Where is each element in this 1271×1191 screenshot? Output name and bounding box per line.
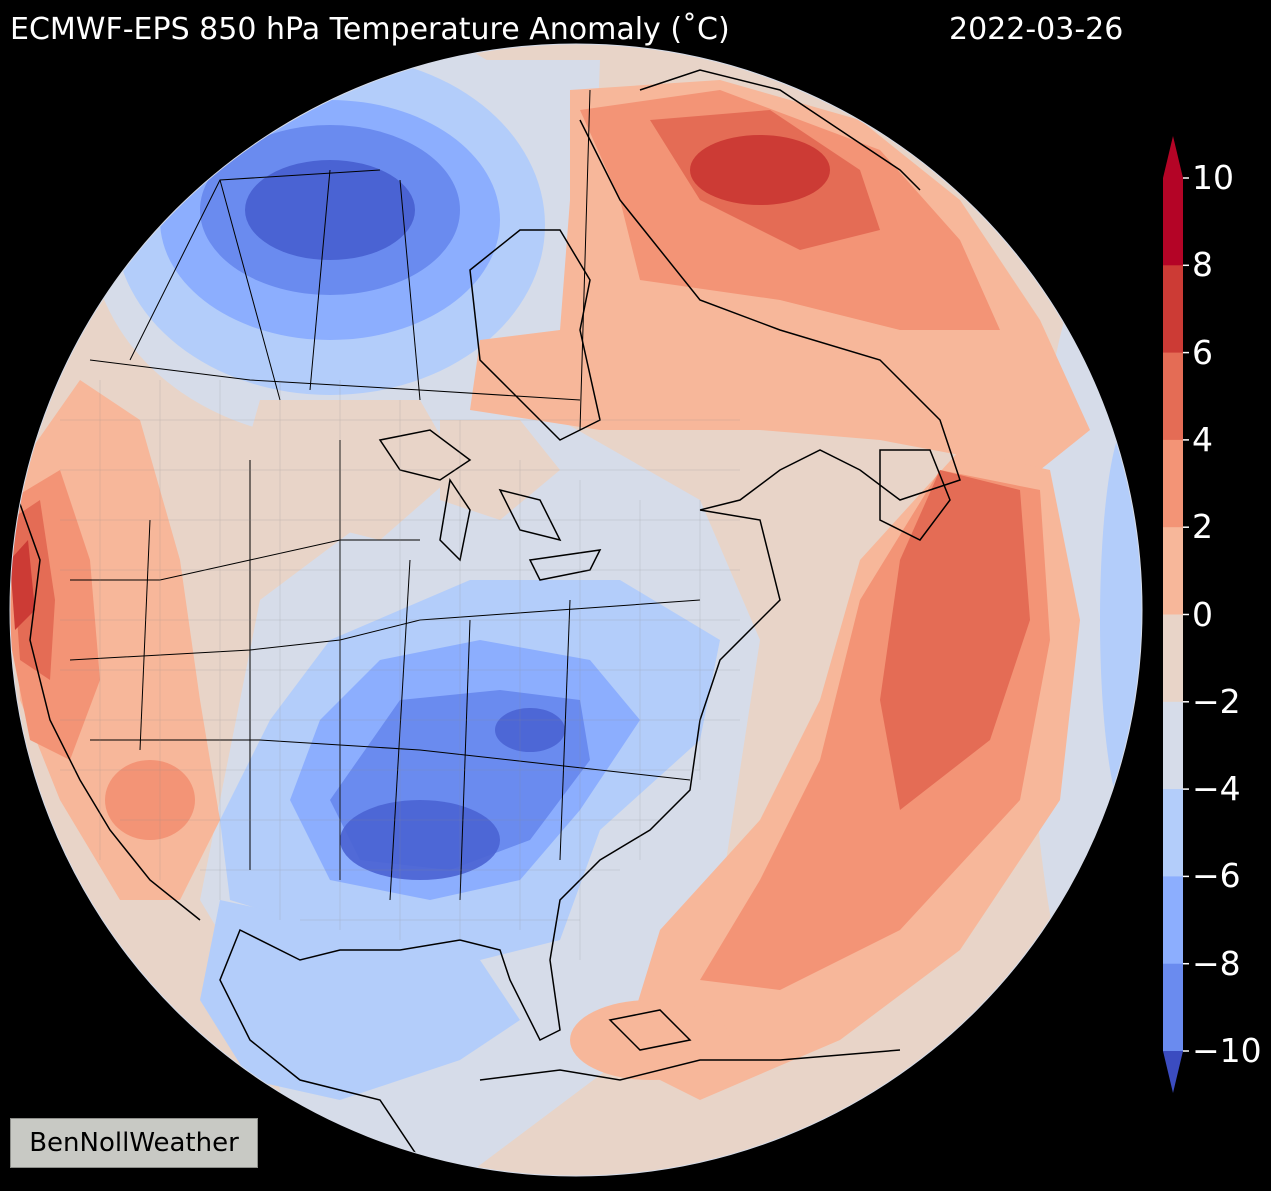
colorbar-segment [1163,789,1183,877]
province-line-5 [129,169,381,361]
colorbar-tick-label: 4 [1192,419,1213,459]
colorbar-tick-label: 8 [1192,245,1213,285]
globe-edge [9,43,1143,1177]
newfoundland [879,449,951,541]
map-title: ECMWF-EPS 850 hPa Temperature Anomaly (˚… [10,12,730,47]
colorbar-segment [1163,701,1183,790]
coastlines [14,69,961,1161]
colorbar-tick-label: −2 [1192,681,1241,721]
colorbar-segment [1163,876,1183,965]
colorbar-tick-label: 10 [1192,158,1234,197]
lake-huron [498,488,562,542]
state-line-3 [90,739,691,781]
watermark: BenNollWeather [10,1118,258,1168]
province-line-2 [309,169,331,391]
colorbar-segment [1163,439,1183,528]
colorbar-extend-high [1163,136,1183,178]
nw-cold-8 [245,160,415,260]
map-date: 2022-03-26 [949,12,1124,47]
colorbar-segment [1163,352,1183,441]
se-cold-8b [495,708,565,752]
us-canada-border [89,359,581,401]
state-line-9 [559,599,571,861]
province-line-3 [399,179,421,401]
colorbar-segment [1163,265,1183,354]
caribbean-islands [479,1049,901,1081]
canada-east-coast [579,119,961,511]
province-line-4 [579,89,591,431]
colorbar-tick-label: −10 [1192,1031,1262,1070]
west-warm-8 [10,540,35,630]
ne-warm-8 [690,135,830,205]
cool-east-edge-2 [1100,420,1142,820]
state-line-8 [459,619,471,901]
colorbar-tick-label: −6 [1192,856,1241,896]
atl-warm-6 [880,470,1030,810]
colorbar-tick-label: 0 [1192,594,1213,634]
province-line-1 [219,179,281,401]
colorbar-segment [1163,614,1183,703]
colorbar-tick-label: 6 [1192,332,1213,372]
county-texture [60,380,740,960]
hudson-bay-outline [469,229,601,441]
state-line-4 [139,519,151,751]
us-east-gulf-coast [219,509,781,1161]
cuba [608,1009,692,1051]
colorbar-segment [1163,527,1183,615]
colorbar-segment [1163,963,1183,1052]
colorbar-tick-label: 2 [1192,507,1213,547]
greenland-south [639,69,921,191]
colorbar-segment [1163,178,1183,266]
colorbar-tick-label: −8 [1192,943,1241,983]
colorbar-extend-low [1163,1051,1183,1093]
us-west-coast [14,489,201,921]
colorbar-tick-label: −4 [1192,769,1241,809]
